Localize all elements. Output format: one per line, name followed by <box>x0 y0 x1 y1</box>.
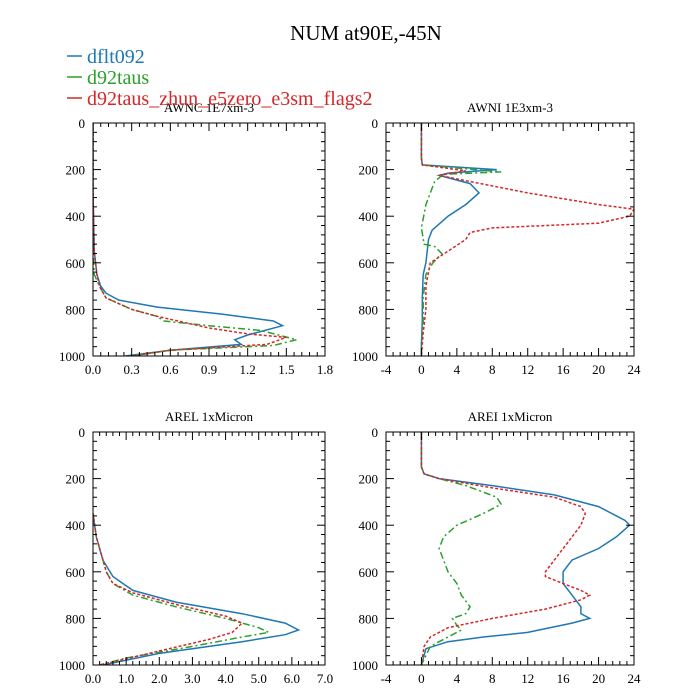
y-tick-label: 0 <box>372 425 379 440</box>
series-group <box>93 123 297 356</box>
x-tick-label: 0 <box>418 362 425 377</box>
x-tick-label: 3.0 <box>184 671 200 686</box>
plot-frame <box>92 122 326 357</box>
x-tick-label: 1.0 <box>118 671 134 686</box>
y-tick-label: 600 <box>359 256 379 271</box>
x-tick-label: 7.0 <box>317 671 333 686</box>
figure-title: NUM at90E,-45N <box>290 21 442 45</box>
series-line-d92taus <box>420 432 503 665</box>
y-tick-label: 400 <box>359 518 379 533</box>
y-tick-label: 0 <box>372 116 379 131</box>
y-tick-label: 800 <box>66 611 86 626</box>
x-tick-label: 5.0 <box>251 671 267 686</box>
x-tick-label: 20 <box>592 362 605 377</box>
panel-title: AREI 1xMicron <box>468 409 553 424</box>
x-tick-label: 4 <box>454 671 461 686</box>
y-tick-label: 0 <box>79 116 86 131</box>
x-tick-label: 1.8 <box>317 362 333 377</box>
y-tick-label: 1000 <box>59 349 85 364</box>
x-tick-label: 24 <box>628 362 642 377</box>
y-tick-label: 800 <box>359 611 379 626</box>
series-line-d92taus <box>420 123 502 356</box>
x-tick-label: 16 <box>557 671 571 686</box>
x-tick-label: 24 <box>628 671 642 686</box>
plot-frame <box>92 431 326 666</box>
y-tick-label: 400 <box>359 209 379 224</box>
series-line-d92taus <box>93 123 297 356</box>
panel-title: AWNC 1E7xm-3 <box>164 100 254 115</box>
x-tick-label: 4.0 <box>217 671 233 686</box>
y-tick-label: 0 <box>79 425 86 440</box>
x-tick-label: 12 <box>521 671 534 686</box>
x-tick-label: 0.0 <box>85 362 101 377</box>
y-tick-label: 1000 <box>352 658 378 673</box>
legend-entry-d92taus: d92taus <box>67 67 149 89</box>
plot-frame <box>385 431 635 666</box>
plot-frame <box>385 122 635 357</box>
series-line-d92taus_zhun_e5zero_e3sm_flags2 <box>93 513 244 665</box>
series-group <box>420 123 634 356</box>
legend: dflt092d92tausd92taus_zhun_e5zero_e3sm_f… <box>67 46 372 110</box>
x-tick-label: 0.0 <box>85 671 101 686</box>
series-line-dflt092 <box>93 123 285 356</box>
x-tick-label: 1.5 <box>278 362 294 377</box>
x-tick-label: 12 <box>521 362 534 377</box>
legend-label: d92taus_zhun_e5zero_e3sm_flags2 <box>87 88 372 110</box>
series-group <box>93 513 301 665</box>
panel-title: AREL 1xMicron <box>165 409 253 424</box>
series-line-d92taus_zhun_e5zero_e3sm_flags2 <box>420 123 634 356</box>
x-tick-label: 8 <box>489 671 496 686</box>
legend-label: dflt092 <box>87 46 145 68</box>
series-line-d92taus <box>93 513 272 665</box>
y-tick-label: 200 <box>359 163 379 178</box>
legend-label: d92taus <box>87 67 149 89</box>
panel-3: 0.0 1.0 2.0 3.0 4.0 5.0 6.0 7.0 0 200 400 600 800 100… <box>59 409 333 686</box>
series-line-d92taus_zhun_e5zero_e3sm_flags2 <box>93 123 287 356</box>
y-tick-label: 800 <box>66 302 86 317</box>
panel-2: -4 0 4 8 12 16 20 24 0 200 400 600 800 1000 AWNI 1E3xm… <box>352 100 641 377</box>
y-tick-label: 600 <box>359 565 379 580</box>
y-tick-label: 400 <box>66 518 86 533</box>
y-tick-label: 600 <box>66 256 86 271</box>
x-tick-label: 8 <box>489 362 496 377</box>
series-line-dflt092 <box>420 432 631 665</box>
x-tick-label: 2.0 <box>151 671 167 686</box>
x-tick-label: 1.2 <box>240 362 256 377</box>
x-tick-label: 0.9 <box>201 362 217 377</box>
x-tick-label: 0.6 <box>162 362 179 377</box>
x-tick-label: 0 <box>418 671 425 686</box>
y-tick-label: 200 <box>359 472 379 487</box>
panel-4: -4 0 4 8 12 16 20 24 0 200 400 600 800 1000 AREI 1xMic… <box>352 409 641 686</box>
x-tick-label: -4 <box>381 671 392 686</box>
x-tick-label: 4 <box>454 362 461 377</box>
y-tick-label: 200 <box>66 472 86 487</box>
legend-entry-dflt092: dflt092 <box>67 46 145 68</box>
legend-entry-d92taus_zhun_e5zero_e3sm_flags2: d92taus_zhun_e5zero_e3sm_flags2 <box>67 88 372 110</box>
series-group <box>420 432 631 665</box>
y-tick-label: 600 <box>66 565 86 580</box>
x-tick-label: 20 <box>592 671 605 686</box>
y-tick-label: 400 <box>66 209 86 224</box>
x-tick-label: 6.0 <box>284 671 300 686</box>
y-tick-label: 1000 <box>352 349 378 364</box>
y-tick-label: 1000 <box>59 658 85 673</box>
y-tick-label: 800 <box>359 302 379 317</box>
series-line-d92taus_zhun_e5zero_e3sm_flags2 <box>420 432 592 665</box>
chart-panels: 0.0 0.3 0.6 0.9 1.2 1.5 1.802004006008001000AW… <box>59 100 641 686</box>
x-tick-label: 16 <box>557 362 571 377</box>
x-tick-label: 0.3 <box>124 362 140 377</box>
x-tick-label: -4 <box>381 362 392 377</box>
panel-1: 0.0 0.3 0.6 0.9 1.2 1.5 1.8 0 200 400 600 800 1000 AW… <box>59 100 333 377</box>
y-tick-label: 200 <box>66 163 86 178</box>
series-line-dflt092 <box>420 123 497 356</box>
panel-title: AWNI 1E3xm-3 <box>467 100 553 115</box>
